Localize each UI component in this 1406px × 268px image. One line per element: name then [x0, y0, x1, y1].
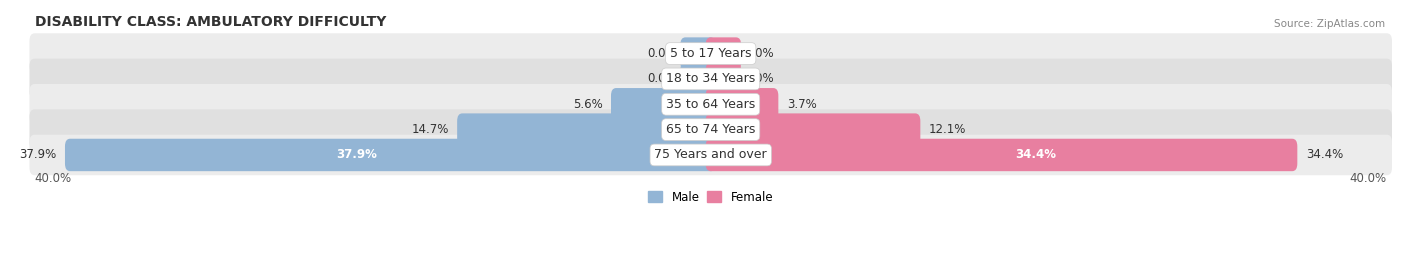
Text: 0.0%: 0.0% [647, 47, 676, 60]
Text: 12.1%: 12.1% [929, 123, 966, 136]
Text: 5.6%: 5.6% [572, 98, 603, 111]
FancyBboxPatch shape [457, 113, 716, 146]
Text: 35 to 64 Years: 35 to 64 Years [666, 98, 755, 111]
FancyBboxPatch shape [30, 135, 1392, 175]
Text: 3.7%: 3.7% [787, 98, 817, 111]
FancyBboxPatch shape [706, 88, 779, 121]
Text: 37.9%: 37.9% [336, 148, 377, 161]
FancyBboxPatch shape [706, 139, 1298, 171]
Text: 14.7%: 14.7% [412, 123, 449, 136]
FancyBboxPatch shape [681, 37, 716, 70]
Text: 18 to 34 Years: 18 to 34 Years [666, 72, 755, 85]
FancyBboxPatch shape [706, 113, 921, 146]
Text: 0.0%: 0.0% [647, 72, 676, 85]
FancyBboxPatch shape [706, 37, 741, 70]
Text: 0.0%: 0.0% [745, 47, 775, 60]
FancyBboxPatch shape [681, 63, 716, 95]
Text: 34.4%: 34.4% [1306, 148, 1343, 161]
Text: 65 to 74 Years: 65 to 74 Years [666, 123, 755, 136]
FancyBboxPatch shape [706, 63, 741, 95]
FancyBboxPatch shape [30, 84, 1392, 125]
Text: DISABILITY CLASS: AMBULATORY DIFFICULTY: DISABILITY CLASS: AMBULATORY DIFFICULTY [35, 15, 385, 29]
Text: 75 Years and over: 75 Years and over [654, 148, 768, 161]
Text: Source: ZipAtlas.com: Source: ZipAtlas.com [1274, 19, 1385, 29]
Text: 40.0%: 40.0% [1350, 172, 1386, 185]
Text: 34.4%: 34.4% [1015, 148, 1056, 161]
Text: 40.0%: 40.0% [35, 172, 72, 185]
Text: 5 to 17 Years: 5 to 17 Years [671, 47, 751, 60]
FancyBboxPatch shape [612, 88, 716, 121]
FancyBboxPatch shape [30, 33, 1392, 74]
Text: 0.0%: 0.0% [745, 72, 775, 85]
Legend: Male, Female: Male, Female [644, 186, 778, 209]
FancyBboxPatch shape [65, 139, 716, 171]
Text: 37.9%: 37.9% [20, 148, 56, 161]
FancyBboxPatch shape [30, 59, 1392, 99]
FancyBboxPatch shape [30, 109, 1392, 150]
